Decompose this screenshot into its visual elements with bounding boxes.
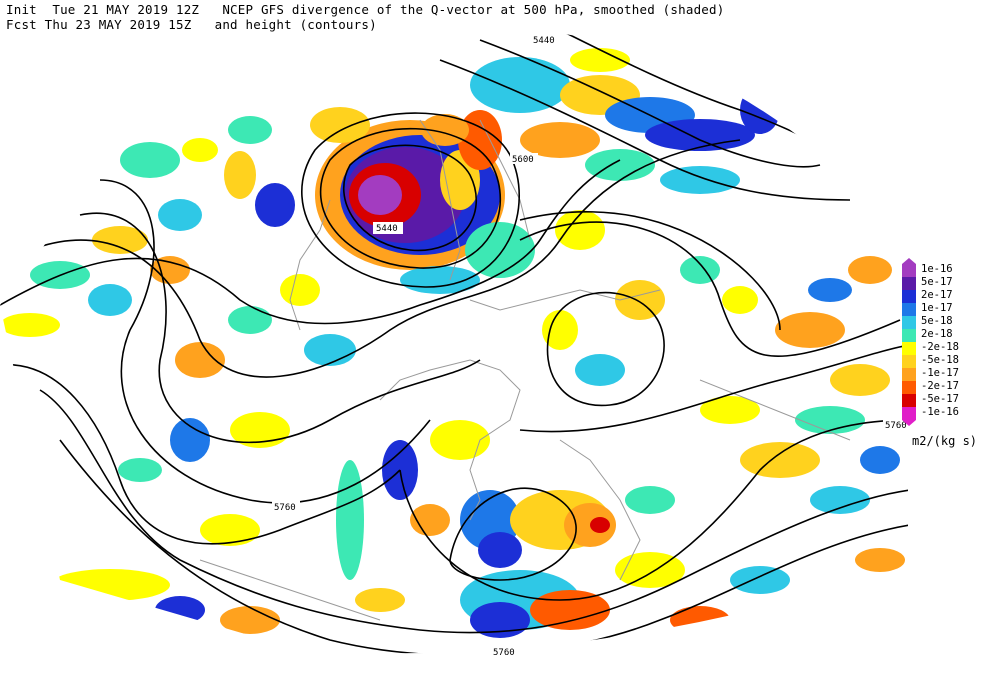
- legend-label: 5e-18: [921, 315, 953, 327]
- header-line-1: Init Tue 21 MAY 2019 12Z NCEP GFS diverg…: [6, 2, 725, 17]
- legend-entry: 1e-16: [900, 263, 1000, 277]
- coastlines: [199, 119, 851, 621]
- legend-entry: 2e-18: [900, 328, 1000, 342]
- legend-entry: -1e-16: [900, 406, 1000, 420]
- legend-entry: -5e-17: [900, 393, 1000, 407]
- legend-label: 2e-18: [921, 328, 953, 340]
- legend-swatch: [902, 303, 916, 316]
- legend-swatch: [902, 381, 916, 394]
- legend-entry: -2e-18: [900, 341, 1000, 355]
- legend-swatch: [902, 316, 916, 329]
- legend-label: -5e-17: [921, 393, 959, 405]
- height-contours: [0, 29, 908, 654]
- legend-units: m2/(kg s): [912, 434, 978, 448]
- legend-swatch: [902, 368, 916, 381]
- legend-entry: -5e-18: [900, 354, 1000, 368]
- legend-label: -1e-16: [921, 406, 959, 418]
- shaded-field: [0, 48, 905, 638]
- legend-arrow-up-icon: [902, 258, 916, 264]
- contour-label-5600: 5600: [512, 155, 534, 165]
- legend-swatch: [902, 290, 916, 303]
- legend-arrow-down-icon: [902, 420, 916, 426]
- legend-entry: 2e-17: [900, 289, 1000, 303]
- legend-swatch: [902, 342, 916, 355]
- legend-entry: 1e-17: [900, 302, 1000, 316]
- legend-label: 1e-16: [921, 263, 953, 275]
- legend-swatch: [902, 329, 916, 342]
- contour-label-5440-north: 5440: [533, 36, 555, 46]
- color-legend: 1e-16 5e-17 2e-17 1e-17 5e-18 2e-18 -2e-18 -5e-…: [900, 258, 1000, 478]
- legend-label: -1e-17: [921, 367, 959, 379]
- legend-swatch: [902, 394, 916, 407]
- legend-label: -2e-18: [921, 341, 959, 353]
- legend-label: 1e-17: [921, 302, 953, 314]
- legend-label: 5e-17: [921, 276, 953, 288]
- legend-swatch: [902, 407, 916, 420]
- header-line-2: Fcst Thu 23 MAY 2019 15Z and height (con…: [6, 17, 377, 32]
- legend-label: 2e-17: [921, 289, 953, 301]
- legend-label: -5e-18: [921, 354, 959, 366]
- legend-entry: -2e-17: [900, 380, 1000, 394]
- legend-swatch: [902, 355, 916, 368]
- contour-labels: 5440 5600 5440 5760 5760 5760: [272, 34, 911, 658]
- contour-label-5760-south: 5760: [493, 648, 515, 658]
- legend-entry: 5e-17: [900, 276, 1000, 290]
- legend-entry: 5e-18: [900, 315, 1000, 329]
- legend-swatch: [902, 277, 916, 290]
- legend-swatch: [902, 264, 916, 277]
- contour-label-5440-low: 5440: [376, 224, 398, 234]
- legend-label: -2e-17: [921, 380, 959, 392]
- contour-label-5760-west: 5760: [274, 503, 296, 513]
- legend-entry: -1e-17: [900, 367, 1000, 381]
- contour-label-5760-east: 5760: [885, 421, 907, 431]
